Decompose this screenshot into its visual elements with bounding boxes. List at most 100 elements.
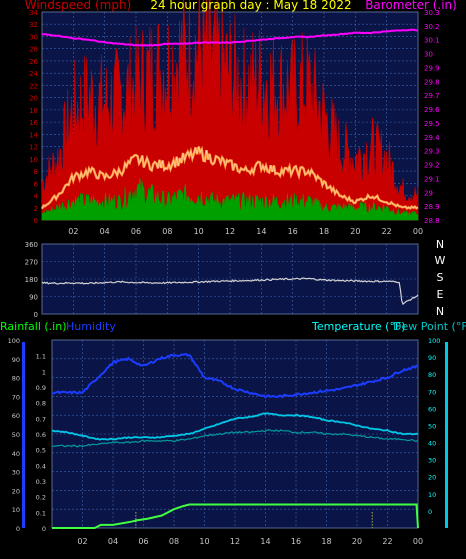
wind-y-tick-label: 14 <box>29 131 38 139</box>
wind-y-tick-label: 18 <box>29 107 38 115</box>
temp-x-tick-label: 20 <box>352 537 362 546</box>
humidity-y-tick-label: 30 <box>12 469 20 477</box>
rain-y-tick-label: 0 <box>42 525 46 533</box>
wind-y-tick-label: 16 <box>29 119 38 127</box>
wind-y-tick-label: 6 <box>34 180 39 188</box>
baro-y-tick-label: 30.3 <box>424 9 440 17</box>
temp-y-tick-label: 80 <box>428 371 436 379</box>
wind-y-tick-label: 8 <box>34 168 38 176</box>
humidity-series <box>51 353 419 399</box>
direction-series <box>41 277 419 306</box>
temp-x-tick-label: 14 <box>260 537 270 546</box>
temp-axis-title: Temperature (°F) <box>311 320 406 333</box>
wind-x-tick-label: 22 <box>382 227 392 236</box>
temp-x-tick-label: 22 <box>382 537 392 546</box>
humidity-y-tick-label: 100 <box>8 337 20 345</box>
temp-y-tick-label: 20 <box>428 474 436 482</box>
temp-y-tick-label: 70 <box>428 388 436 396</box>
wind-y-tick-label: 12 <box>29 144 38 152</box>
wind-y-tick-label: 4 <box>34 193 39 201</box>
temp-x-tick-label: 06 <box>138 537 148 546</box>
humidity-y-tick-label: 90 <box>12 356 20 364</box>
humidity-y-tick-label: 40 <box>12 450 20 458</box>
rain-y-tick-label: 0.4 <box>36 462 46 470</box>
temp-series <box>51 353 419 529</box>
temperature-series <box>52 412 419 441</box>
wind-x-tick-label: 08 <box>162 227 172 236</box>
wind-x-ticks: 02 04 06 08 10 12 14 16 18 20 22 00 <box>68 227 423 236</box>
wind-x-tick-label: 10 <box>194 227 204 236</box>
temp-y-tick-label: 40 <box>428 440 436 448</box>
wind-avg-highlight <box>41 146 419 209</box>
rain-y-tick-label: 0.1 <box>36 509 46 517</box>
rain-y-tick-label: 0.7 <box>36 415 46 423</box>
wind-y-tick-label: 2 <box>34 205 38 213</box>
temp-y-tick-label: 90 <box>428 354 436 362</box>
humidity-y-tick-label: 10 <box>12 506 20 514</box>
wind-y-tick-label: 20 <box>29 95 38 103</box>
wind-y-tick-label: 30 <box>29 33 38 41</box>
wind-gust-series <box>41 0 419 221</box>
humidity-y-tick-label: 50 <box>12 431 20 439</box>
wind-y-tick-label: 22 <box>29 82 38 90</box>
chart-title: 24 hour graph day : May 18 2022 <box>150 0 351 12</box>
wind-axis-title: Windspeed (mph) <box>25 0 132 12</box>
wind-x-tick-label: 04 <box>100 227 110 236</box>
direction-y-tick-label: 270 <box>25 259 38 267</box>
compass-labels: N W S E N <box>435 238 446 318</box>
baro-y-tick-label: 28.8 <box>424 217 440 225</box>
direction-y-tick-label: 180 <box>25 276 38 284</box>
direction-y-tick-label: 0 <box>34 311 38 319</box>
baro-y-tick-label: 29.3 <box>424 148 440 156</box>
baro-y-tick-label: 29.6 <box>424 106 440 114</box>
compass-label: N <box>436 238 444 251</box>
direction-y-tick-label: 90 <box>29 294 38 302</box>
rain-axis-title: Rainfall (.in) <box>0 320 67 333</box>
humidity-y-tick-label: 70 <box>12 393 20 401</box>
baro-y-tick-label: 29.4 <box>424 134 440 142</box>
wind-low-series <box>41 177 419 221</box>
rain-y-ticks: 0 0.1 0.2 0.3 0.4 0.5 0.6 0.7 0.8 0.9 1 1.1 <box>36 353 46 533</box>
compass-label: N <box>436 305 444 318</box>
temp-y-tick-label: 10 <box>428 491 436 499</box>
compass-label: S <box>437 271 444 284</box>
temp-y-tick-label: 50 <box>428 422 436 430</box>
rain-y-tick-label: 1.1 <box>36 353 46 361</box>
humidity-y-tick-label: 80 <box>12 375 20 383</box>
wind-y-tick-label: 34 <box>29 9 38 17</box>
direction-grid <box>42 243 419 315</box>
humidity-y-tick-label: 60 <box>12 412 20 420</box>
wind-x-tick-label: 18 <box>319 227 329 236</box>
rain-y-tick-label: 1 <box>42 368 46 376</box>
temp-x-tick-label: 04 <box>108 537 118 546</box>
wind-y-tick-label: 26 <box>29 58 38 66</box>
baro-y-tick-label: 29.5 <box>424 120 440 128</box>
rain-y-tick-label: 0.6 <box>36 431 46 439</box>
humidity-y-tick-label: 0 <box>16 525 20 533</box>
wind-x-tick-label: 14 <box>256 227 266 236</box>
humidity-y-tick-label: 20 <box>12 487 20 495</box>
wind-y-tick-label: 0 <box>34 217 38 225</box>
direction-panel: 0 90 180 270 360 N W S E N <box>25 238 446 319</box>
direction-y-tick-label: 360 <box>25 241 38 249</box>
wind-x-tick-label: 20 <box>350 227 360 236</box>
wind-y-tick-label: 28 <box>29 46 38 54</box>
dew-axis-title: Dew Point (°F) <box>393 320 466 333</box>
humidity-axis-title: Humidity <box>66 320 116 333</box>
rain-y-tick-label: 0.8 <box>36 400 46 408</box>
humidity-axis-bar <box>22 342 25 528</box>
direction-series <box>41 277 419 306</box>
baro-y-ticks: 28.8 28.9 29 29.1 29.2 29.3 29.4 29.5 29.6 29.7 29… <box>424 9 440 225</box>
baro-y-tick-label: 30.1 <box>424 37 440 45</box>
baro-y-tick-label: 30 <box>424 51 433 59</box>
baro-y-tick-label: 30.2 <box>424 23 440 31</box>
humidity-y-ticks: 0 10 20 30 40 50 60 70 80 90 100 <box>8 337 20 533</box>
baro-y-tick-label: 29 <box>424 189 433 197</box>
temp-x-tick-label: 00 <box>413 537 423 546</box>
baro-y-tick-label: 29.2 <box>424 162 440 170</box>
barometer-series <box>41 28 418 47</box>
temp-x-tick-label: 18 <box>321 537 331 546</box>
baro-y-tick-label: 29.9 <box>424 64 440 72</box>
